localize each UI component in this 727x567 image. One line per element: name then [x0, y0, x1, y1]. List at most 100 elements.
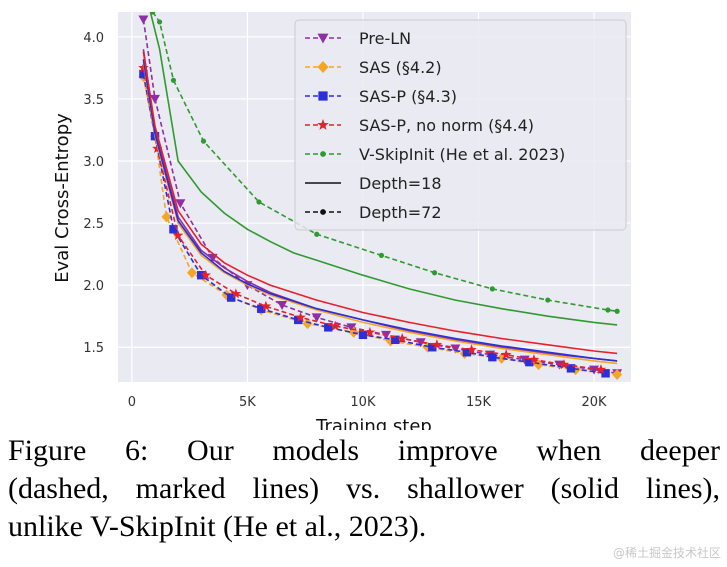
series-line	[142, 59, 618, 362]
series-sas-p-no-norm-4-4-depth-72	[138, 62, 607, 375]
caption-line-1: Figure 6: Our models improve when deeper	[8, 434, 720, 467]
watermark: @稀土掘金技术社区	[612, 546, 721, 560]
y-axis-label: Eval Cross-Entropy	[52, 113, 73, 283]
legend-entry: V-SkipInit (He et al. 2023)	[305, 145, 565, 164]
legend-label: SAS (§4.2)	[359, 58, 442, 77]
data-point	[612, 369, 623, 381]
data-point	[525, 357, 534, 367]
legend-entry: SAS-P, no norm (§4.4)	[305, 116, 534, 135]
chart: 0 5K 10K 15K 20K 1.5 2.0 2.5 3.0 3.5 4.0 Training …	[52, 12, 631, 430]
y-tick-label: 3.0	[83, 155, 104, 170]
data-point	[601, 369, 610, 378]
series-group	[138, 12, 623, 381]
data-point	[346, 323, 357, 333]
data-point	[311, 313, 322, 323]
data-point	[150, 12, 156, 15]
data-point	[595, 364, 607, 375]
data-point	[450, 344, 461, 354]
caption-line-3: unlike V-SkipInit (He et al., 2023).	[8, 510, 427, 543]
data-point	[391, 335, 400, 344]
data-point	[314, 231, 320, 237]
data-point	[169, 225, 178, 234]
data-point	[186, 267, 197, 279]
series-clip-group	[138, 12, 623, 381]
data-point	[196, 271, 206, 280]
legend-marker	[318, 91, 328, 101]
x-tick-label: 5K	[239, 395, 256, 410]
legend-entry: Depth=72	[305, 203, 442, 222]
tick-labels: 0 5K 10K 15K 20K 1.5 2.0 2.5 3.0 3.5 4.0	[83, 31, 607, 410]
legend-entry: SAS (§4.2)	[305, 58, 442, 77]
legend-label: V-SkipInit (He et al. 2023)	[359, 145, 565, 164]
data-point	[428, 343, 437, 352]
data-point	[415, 338, 426, 348]
legend-marker	[320, 209, 326, 215]
data-point	[139, 69, 148, 79]
legend-label: SAS-P, no norm (§4.4)	[359, 116, 534, 135]
y-tick-label: 3.5	[83, 93, 104, 108]
legend-entry: Depth=18	[305, 174, 442, 193]
data-point	[488, 352, 497, 362]
data-point	[397, 333, 408, 343]
data-point	[500, 349, 512, 360]
data-point	[605, 307, 611, 313]
data-point	[200, 269, 212, 280]
legend-label: SAS-P (§4.3)	[359, 87, 457, 106]
legend-marker	[320, 151, 326, 157]
legend-entry: SAS-P (§4.3)	[305, 87, 457, 106]
series-line	[149, 12, 618, 326]
data-point	[558, 359, 570, 370]
y-tick-label: 2.0	[83, 279, 104, 294]
legend-marker	[317, 118, 329, 130]
series-line	[142, 51, 618, 355]
series-sas-p-4-3-depth-18	[142, 59, 618, 362]
data-point	[256, 199, 262, 205]
series-line	[142, 73, 606, 375]
legend-marker	[317, 33, 329, 44]
data-point	[170, 77, 177, 83]
data-point	[257, 304, 266, 313]
y-tick-label: 2.5	[83, 217, 104, 232]
data-point	[489, 286, 495, 292]
data-point	[358, 330, 368, 340]
legend: Pre-LN SAS (§4.2) SAS-P (§4.3) SAS-P, no no…	[294, 19, 627, 231]
data-point	[149, 94, 160, 104]
data-point	[614, 308, 620, 314]
data-point	[302, 318, 313, 330]
data-point	[138, 15, 149, 25]
legend-label: Depth=72	[359, 203, 442, 222]
caption-line-2: (dashed, marked lines) vs. shallower (so…	[8, 472, 720, 505]
x-axis-label: Training step	[315, 416, 432, 430]
data-point	[431, 339, 443, 350]
data-point	[528, 354, 540, 365]
data-point	[152, 143, 163, 154]
series-v-skipinit-he-et-al-2023-depth-72	[150, 12, 620, 314]
figure-caption: Figure 6: Our models improve when deeper…	[8, 432, 720, 546]
x-tick-label: 20K	[581, 395, 607, 410]
series-sas-p-no-norm-4-4-depth-18	[142, 51, 618, 355]
data-point	[172, 229, 184, 240]
data-point	[466, 344, 477, 355]
y-tick-label: 4.0	[83, 31, 104, 46]
data-point	[324, 323, 333, 332]
data-point	[277, 301, 288, 311]
x-tick-label: 10K	[350, 395, 376, 410]
legend-label: Pre-LN	[359, 29, 411, 48]
data-point	[260, 300, 272, 311]
x-tick-label: 15K	[466, 395, 492, 410]
data-point	[364, 326, 376, 337]
data-point	[378, 252, 385, 258]
data-point	[295, 311, 306, 322]
y-tick-label: 1.5	[83, 341, 104, 356]
data-point	[545, 297, 551, 303]
data-point	[161, 211, 172, 223]
data-point	[431, 270, 438, 276]
series-line	[152, 12, 618, 312]
x-tick-label: 0	[128, 395, 136, 410]
data-point	[200, 138, 207, 144]
data-point	[175, 199, 186, 209]
data-point	[566, 364, 576, 373]
data-point	[329, 320, 341, 331]
series-line	[142, 67, 602, 371]
legend-entry: Pre-LN	[305, 29, 411, 48]
